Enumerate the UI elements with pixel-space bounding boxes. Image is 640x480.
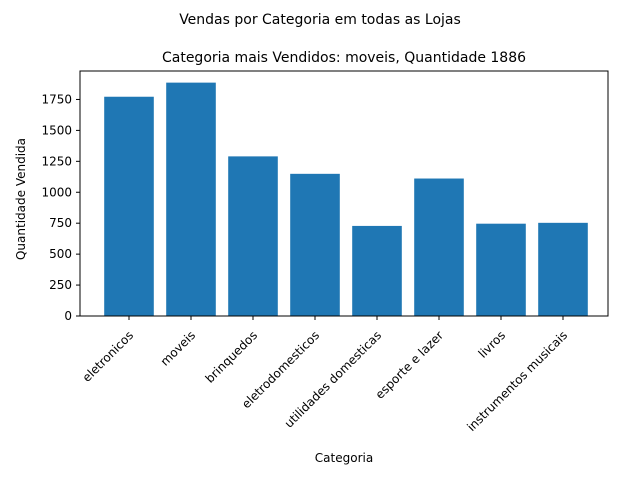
bar-brinquedos — [228, 156, 278, 316]
y-tick-label: 1000 — [41, 185, 72, 199]
bar-esporte-e-lazer — [414, 178, 464, 316]
y-tick-label: 1500 — [41, 123, 72, 137]
y-tick-label: 750 — [49, 216, 72, 230]
bar-eletrodomesticos — [290, 173, 340, 316]
y-tick-label: 250 — [49, 278, 72, 292]
plot-frame — [79, 70, 609, 317]
y-axis: 0 250 500 750 1000 1250 1500 1750 — [41, 92, 80, 323]
bar-utilidades-domesticas — [352, 225, 402, 316]
y-tick-label: 1250 — [41, 154, 72, 168]
bar-instrumentos-musicais — [538, 222, 588, 316]
y-axis-label: Quantidade Vendida — [14, 138, 28, 260]
y-tick-label: 0 — [64, 309, 72, 323]
bar-eletronicos — [104, 96, 154, 317]
x-axis-label: Categoria — [315, 451, 373, 465]
bar-livros — [476, 223, 526, 316]
y-tick-label: 500 — [49, 247, 72, 261]
chart-title: Categoria mais Vendidos: moveis, Quantid… — [162, 50, 526, 66]
figure-suptitle: Vendas por Categoria em todas as Lojas — [179, 12, 461, 28]
y-tick-label: 1750 — [41, 92, 72, 106]
bars-group — [104, 82, 588, 317]
bar-moveis — [166, 82, 216, 316]
